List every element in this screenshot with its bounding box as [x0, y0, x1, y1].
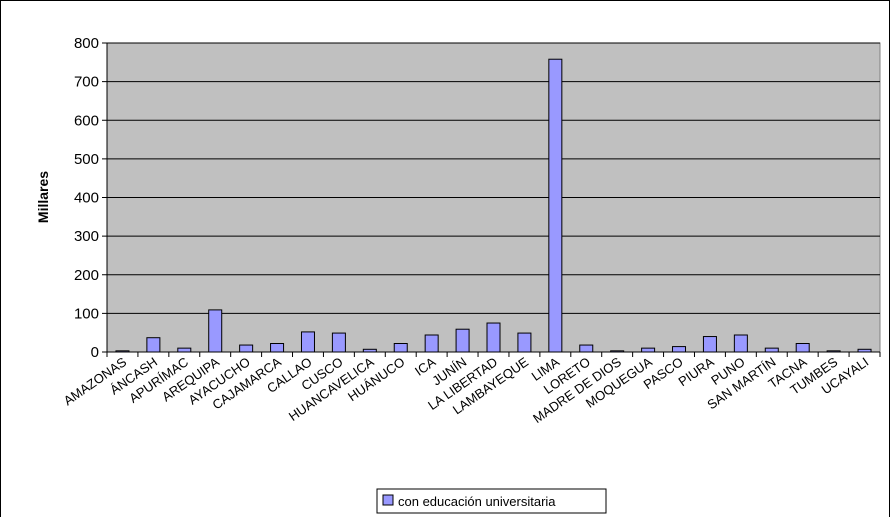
legend-swatch [382, 494, 394, 506]
bar [672, 346, 687, 353]
bar [764, 347, 779, 353]
y-tick-label: 700 [74, 74, 99, 91]
bar [486, 322, 501, 353]
legend-box [376, 488, 607, 514]
gridlines [107, 42, 880, 314]
bar [146, 337, 161, 353]
bar [702, 336, 717, 353]
y-tick-label: 500 [74, 151, 99, 168]
y-tick-label: 800 [74, 35, 99, 52]
bar [795, 343, 810, 353]
y-axis-label: Millares [35, 171, 51, 223]
legend-entry: con educación universitaria [398, 494, 556, 509]
bar [270, 343, 285, 353]
y-tick-label: 400 [74, 190, 99, 207]
y-axis-ticks: 0 100 200 300 400 500 600 700 800 [74, 35, 107, 361]
bar [641, 347, 656, 353]
bar [393, 343, 408, 353]
legend: con educación universitaria [376, 488, 607, 514]
bar [548, 58, 563, 353]
bar [733, 334, 748, 353]
bar [455, 328, 470, 353]
bar [424, 334, 439, 353]
y-tick-label: 0 [91, 344, 99, 361]
bar [239, 344, 254, 353]
bar [517, 332, 532, 353]
y-tick-label: 300 [74, 228, 99, 245]
y-tick-label: 100 [74, 305, 99, 322]
bar [208, 309, 223, 353]
y-tick-label: 600 [74, 112, 99, 129]
bar [579, 344, 594, 353]
bar [331, 332, 346, 353]
bar [300, 331, 315, 353]
bar [177, 347, 192, 353]
bars [115, 58, 872, 353]
y-tick-label: 200 [74, 267, 99, 284]
